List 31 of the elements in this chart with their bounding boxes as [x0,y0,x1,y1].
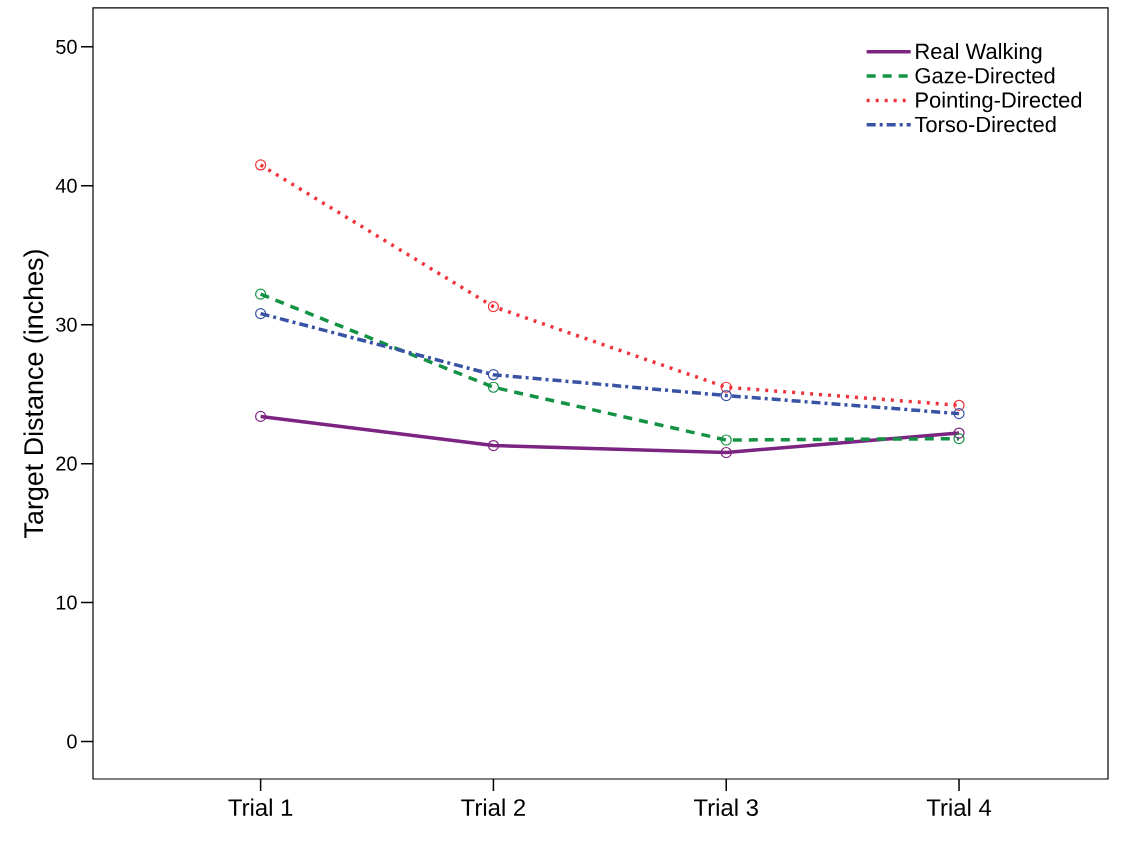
x-tick-label: Trial 4 [926,798,992,817]
y-tick-label: 0 [67,734,77,749]
point [487,381,500,393]
point [953,433,965,445]
point [953,408,965,420]
x-tick-label: Trial 3 [693,798,758,817]
point [255,288,267,300]
legend-label: Real Walking [916,42,1042,64]
point [720,381,732,393]
x-tick-label: Trial 2 [461,798,525,817]
point [487,301,500,313]
point [255,159,267,171]
point [255,308,267,320]
y-tick-label: 30 [56,317,77,332]
point [720,434,732,446]
y-tick-label: 50 [56,39,77,54]
legend-label: Pointing-Directed [916,91,1082,113]
point [953,427,965,439]
legend-label: Torso-Directed [914,116,1056,133]
point [720,389,732,402]
legend-label: Gaze-Directed [915,67,1055,84]
point [487,439,500,452]
y-tick-label: 10 [56,595,77,610]
point [255,410,267,422]
point [953,399,965,411]
y-tick-label: 20 [56,456,77,471]
y-tick-label: 40 [55,178,77,193]
x-tick-label: Trial 1 [228,798,293,817]
y-axis-title: Target Distance (inches) [23,250,49,538]
point [720,446,732,459]
point [487,369,500,381]
